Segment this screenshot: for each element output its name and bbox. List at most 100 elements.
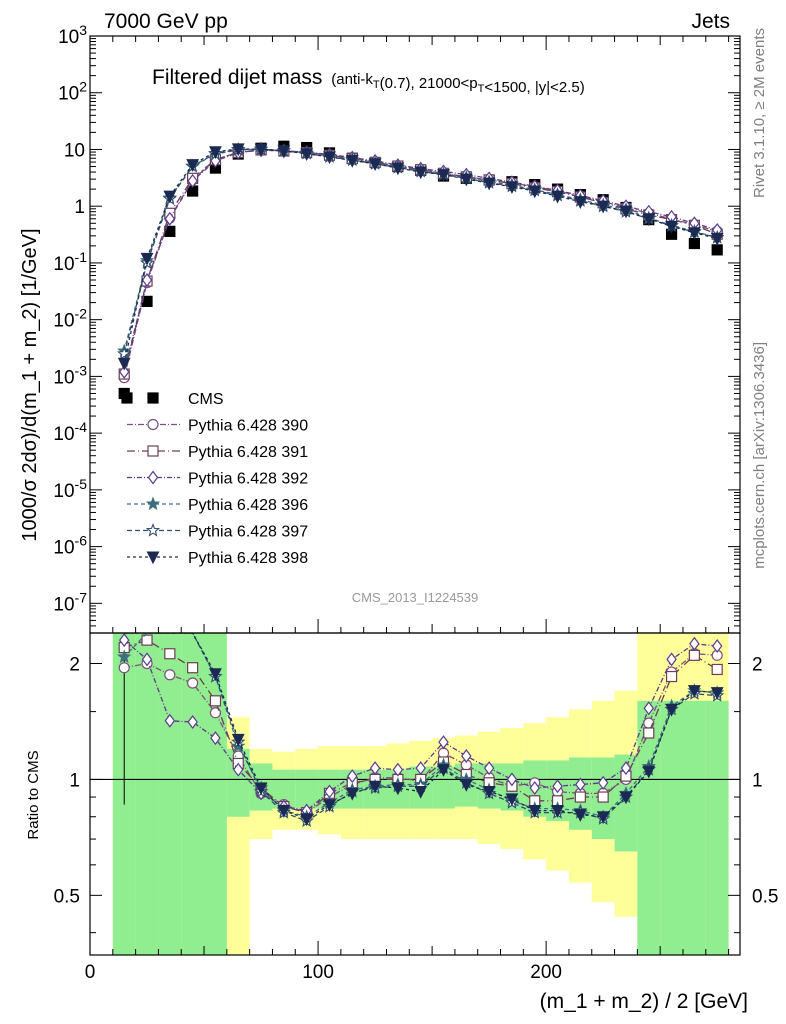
- ratio-point: [482, 786, 496, 799]
- ratio-point: [665, 703, 678, 717]
- data-point: [163, 190, 177, 204]
- ratio-point: [711, 639, 723, 654]
- data-point: [687, 227, 701, 241]
- legend-marker: [121, 392, 133, 404]
- legend-marker: [147, 392, 159, 404]
- data-point: [118, 364, 130, 379]
- ratio-point: [141, 634, 153, 646]
- legend-item: Pythia 6.428 396: [127, 496, 308, 514]
- main-y-tick-label: 10: [64, 140, 85, 161]
- legend-label: Pythia 6.428 392: [188, 471, 308, 488]
- main-y-tick-label: 10-3: [53, 362, 87, 388]
- ratio-point: [118, 633, 130, 648]
- data-point: [164, 211, 176, 226]
- ratio-point: [688, 649, 700, 661]
- data-point: [117, 357, 131, 371]
- data-point: [300, 148, 314, 161]
- data-point: [710, 232, 724, 246]
- series-line: [123, 149, 718, 375]
- series-cms: [118, 140, 723, 400]
- data-point: [141, 273, 153, 288]
- legend-item: CMS: [121, 391, 224, 408]
- legend-label: Pythia 6.428 390: [188, 418, 308, 435]
- main-series-clipped: [117, 140, 725, 400]
- data-point: [323, 151, 336, 165]
- ratio-point: [369, 761, 381, 776]
- ratio-point: [643, 727, 655, 739]
- rivet-version-label: Rivet 3.1.10, ≥ 2M events: [751, 28, 768, 198]
- data-point: [573, 196, 587, 209]
- ratio-point: [323, 799, 336, 812]
- ratio-y-tick-label: 2: [69, 654, 80, 675]
- ratio-point: [620, 761, 632, 776]
- ratio-point: [118, 662, 130, 674]
- series-line: [123, 148, 718, 354]
- ratio-point: [391, 782, 405, 796]
- ratio-point: [666, 652, 677, 667]
- band-inner-bin: [181, 633, 205, 955]
- ratio-point: [596, 811, 610, 824]
- ratio-point: [710, 687, 724, 700]
- ratio-point: [573, 809, 587, 822]
- ratio-pythia-6-428-398: [124, 633, 724, 827]
- ratio-point: [597, 775, 609, 790]
- band-inner-bin: [637, 700, 661, 955]
- header-left: 7000 GeV pp: [104, 10, 228, 33]
- legend-marker: [145, 522, 161, 537]
- ratio-point: [300, 813, 314, 827]
- ratio-y-tick-label-right: 0.5: [752, 886, 778, 907]
- data-point: [277, 145, 291, 159]
- legend-marker: [147, 418, 159, 431]
- band-inner-bin: [660, 700, 683, 955]
- main-y-tick-label: 10-4: [53, 419, 87, 445]
- data-point: [665, 220, 678, 234]
- main-y-label: 1000/σ 2dσ)/d(m_1 + m_2) [1/GeV]: [19, 228, 41, 541]
- ratio-point: [619, 791, 633, 805]
- ratio-point: [209, 695, 222, 707]
- chart-title-main: Filtered dijet mass: [152, 66, 322, 89]
- ratio-point: [347, 769, 358, 784]
- x-tick-label: 0: [85, 962, 96, 983]
- legend-item: Pythia 6.428 392: [127, 470, 308, 488]
- mcplots-label: mcplots.cern.ch [arXiv:1306.3436]: [751, 342, 768, 569]
- ratio-point: [209, 707, 222, 719]
- series-pythia-6-428-390: [118, 144, 723, 384]
- main-y-tick-label: 10-1: [53, 249, 87, 275]
- legend-marker: [147, 445, 159, 457]
- data-point: [164, 225, 176, 237]
- ratio-point: [392, 762, 404, 777]
- data-point: [505, 181, 519, 195]
- ratio-point: [141, 652, 153, 667]
- legend: CMS Pythia 6.428 390 Pythia 6.428 391 Pythi…: [121, 391, 308, 567]
- ratio-point: [415, 761, 426, 776]
- ratio-point: [254, 782, 268, 796]
- data-point: [187, 173, 198, 188]
- ratio-point: [437, 764, 450, 777]
- data-point: [117, 346, 132, 360]
- ratio-point: [643, 701, 655, 716]
- data-point: [209, 146, 222, 160]
- ratio-series-group: [90, 633, 740, 828]
- legend-label: Pythia 6.428 396: [188, 497, 308, 514]
- main-y-tick-label: 103: [58, 22, 87, 48]
- main-frame: [89, 35, 741, 634]
- x-tick-label: 100: [302, 962, 334, 983]
- ratio-point: [687, 685, 701, 698]
- legend-item: Pythia 6.428 391: [127, 444, 308, 461]
- ratio-frame: [89, 632, 741, 956]
- ratio-point: [574, 791, 586, 803]
- data-point: [231, 143, 245, 157]
- analysis-watermark: CMS_2013_I1224539: [352, 590, 479, 605]
- main-y-tick-label: 10-2: [53, 306, 87, 332]
- ratio-y-tick-label-right: 2: [752, 654, 763, 675]
- main-y-tick-label: 10-5: [53, 476, 87, 502]
- legend-item: Pythia 6.428 397: [127, 522, 308, 541]
- ratio-point: [210, 731, 221, 746]
- main-series-group: [117, 140, 725, 400]
- ratio-point: [164, 713, 176, 728]
- ratio-point: [231, 733, 245, 747]
- ratio-point: [689, 636, 700, 651]
- ratio-y-label: Ratio to CMS: [25, 750, 42, 839]
- ratio-point: [277, 805, 291, 818]
